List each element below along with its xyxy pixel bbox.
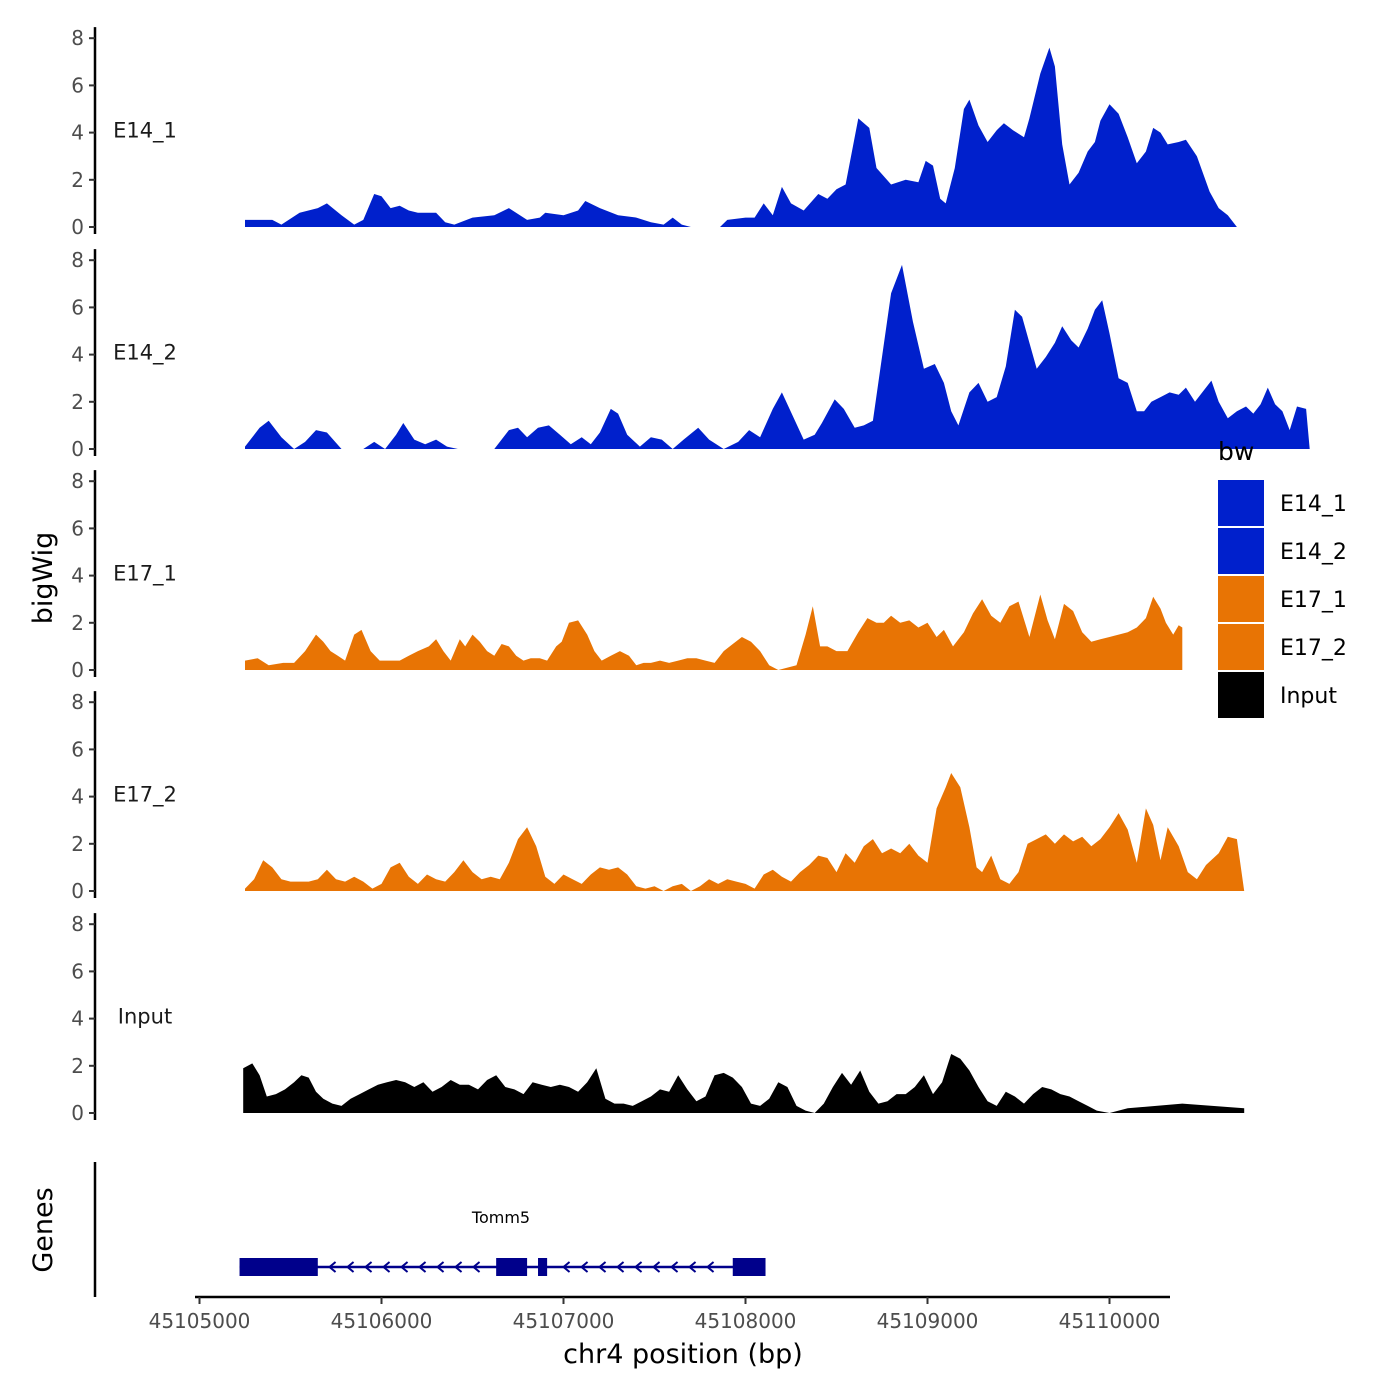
y-tick-label: 0 [71, 879, 84, 903]
legend-swatch-e17-2 [1218, 624, 1264, 670]
strand-arrow [435, 1261, 445, 1273]
gene-name-label: Tomm5 [471, 1208, 530, 1227]
y-tick-label: 8 [71, 912, 84, 936]
y-tick-label: 0 [71, 1101, 84, 1125]
track-label: Input [118, 1004, 172, 1028]
y-tick-label: 4 [71, 785, 84, 809]
track-label: E14_2 [113, 340, 177, 365]
legend-label: E17_2 [1280, 636, 1347, 661]
signal-area-e17-2 [245, 773, 1245, 891]
strand-arrow [633, 1261, 643, 1273]
x-tick-label: 45109000 [877, 1309, 979, 1333]
track-e17-2: 0 2 4 6 8 E17_2 [71, 690, 1245, 903]
y-tick-label: 8 [71, 26, 84, 50]
legend-swatch-e14-2 [1218, 528, 1264, 574]
strand-arrow [687, 1261, 697, 1273]
legend-title: bw [1218, 437, 1254, 466]
y-tick-label: 6 [71, 959, 84, 983]
signal-tracks: 0 2 4 6 8 E14_1 0 2 4 6 8 E14_2 0 2 4 6 8 E17_1 0 2 4 6 8 E17_2… [71, 26, 1310, 1125]
legend: bw E14_1 E14_2 E17_1 E17_2 Input [1218, 437, 1347, 718]
y-tick-label: 4 [71, 1007, 84, 1031]
y-tick-label: 4 [71, 121, 84, 145]
strand-arrow [327, 1261, 337, 1273]
x-tick-label: 45110000 [1059, 1309, 1161, 1333]
y-tick-label: 4 [71, 564, 84, 588]
y-tick-label: 8 [71, 469, 84, 493]
y-axis-title: bigWig [28, 532, 59, 625]
y-tick-label: 6 [71, 737, 84, 761]
strand-arrow [579, 1261, 589, 1273]
strand-arrow [381, 1261, 391, 1273]
legend-label: E17_1 [1280, 588, 1347, 613]
signal-area-input [243, 1054, 1245, 1113]
signal-area-e14-2 [245, 264, 1310, 449]
legend-swatch-input [1218, 672, 1264, 718]
y-tick-label: 6 [71, 516, 84, 540]
track-label: E14_1 [113, 118, 177, 143]
y-tick-label: 0 [71, 215, 84, 239]
y-tick-label: 0 [71, 437, 84, 461]
x-tick-label: 45108000 [695, 1309, 797, 1333]
strand-arrow [669, 1261, 679, 1273]
gene-exon [239, 1258, 318, 1276]
gene-exon [496, 1258, 528, 1276]
track-label: E17_1 [113, 561, 177, 586]
track-input: 0 2 4 6 8 Input [71, 912, 1245, 1125]
strand-arrow [399, 1261, 409, 1273]
x-tick-label: 45106000 [331, 1309, 433, 1333]
strand-arrow [615, 1261, 625, 1273]
x-tick-label: 45105000 [149, 1309, 251, 1333]
strand-arrow [561, 1261, 571, 1273]
y-tick-label: 8 [71, 690, 84, 714]
track-e14-2: 0 2 4 6 8 E14_2 [71, 248, 1310, 461]
signal-area-e17-1 [245, 594, 1183, 670]
legend-label: E14_2 [1280, 540, 1347, 565]
x-tick-label: 45107000 [513, 1309, 615, 1333]
x-axis-title: chr4 position (bp) [563, 1339, 803, 1370]
track-label: E17_2 [113, 782, 177, 807]
x-axis: 45105000 45106000 45107000 45108000 45109000… [149, 1295, 1170, 1333]
y-tick-label: 2 [71, 832, 84, 856]
strand-arrow [471, 1261, 481, 1273]
gene-exon [732, 1258, 766, 1276]
gene-exon [538, 1258, 548, 1276]
strand-arrow [705, 1261, 715, 1273]
y-tick-label: 8 [71, 248, 84, 272]
legend-label: Input [1280, 684, 1337, 709]
y-tick-label: 2 [71, 390, 84, 414]
strand-arrow [363, 1261, 373, 1273]
y-tick-label: 2 [71, 1054, 84, 1078]
strand-arrow [651, 1261, 661, 1273]
y-tick-label: 6 [71, 295, 84, 319]
strand-arrow [417, 1261, 427, 1273]
legend-label: E14_1 [1280, 492, 1347, 517]
y-tick-label: 0 [71, 658, 84, 682]
strand-arrow [345, 1261, 355, 1273]
strand-arrow [597, 1261, 607, 1273]
legend-swatch-e14-1 [1218, 480, 1264, 526]
track-e17-1: 0 2 4 6 8 E17_1 [71, 469, 1183, 682]
strand-arrow [453, 1261, 463, 1273]
track-e14-1: 0 2 4 6 8 E14_1 [71, 26, 1237, 239]
signal-area-e14-1 [245, 47, 1237, 227]
y-tick-label: 2 [71, 611, 84, 635]
y-tick-label: 6 [71, 73, 84, 97]
y-tick-label: 4 [71, 343, 84, 367]
legend-swatch-e17-1 [1218, 576, 1264, 622]
genes-track-label: Genes [28, 1187, 59, 1272]
y-tick-label: 2 [71, 168, 84, 192]
genes-track: Genes Tomm5 [28, 1162, 766, 1297]
